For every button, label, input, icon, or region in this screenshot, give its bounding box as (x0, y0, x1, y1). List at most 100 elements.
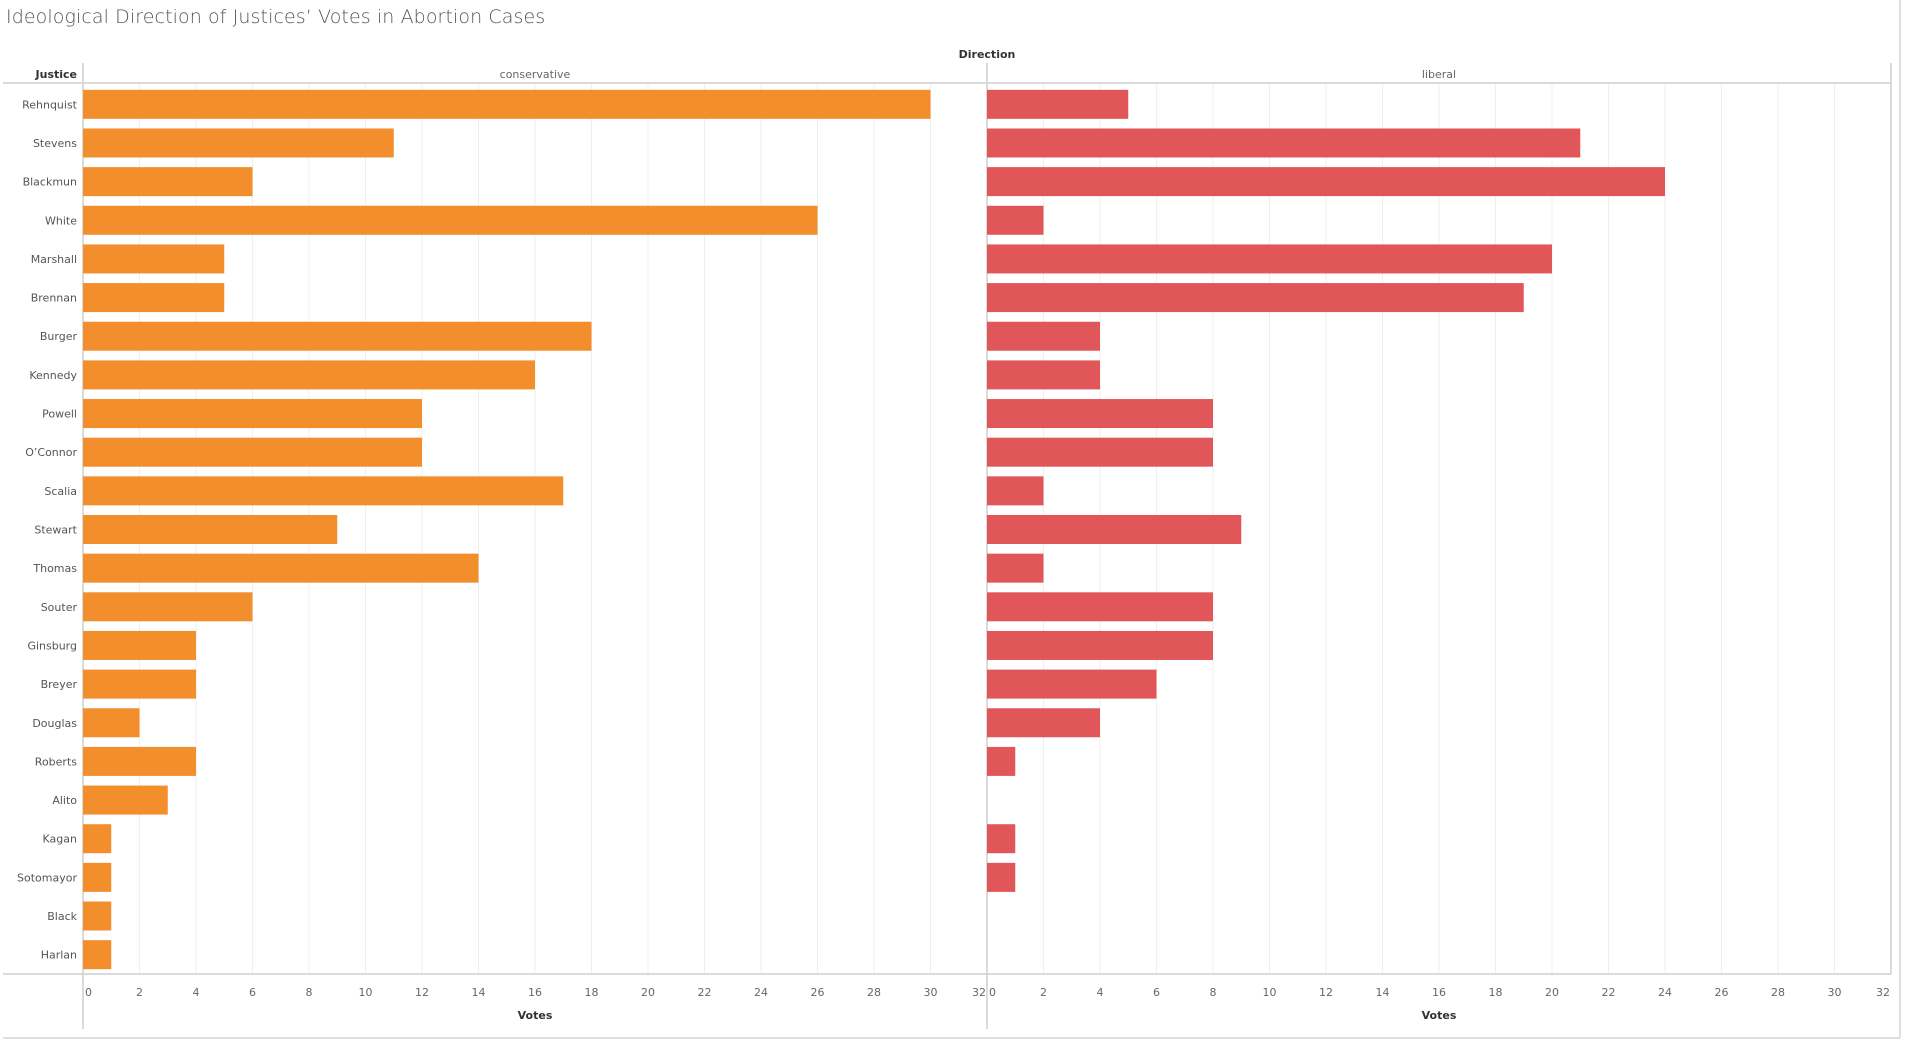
x-axis-title: Votes (1422, 1009, 1457, 1022)
x-tick-label: 2 (136, 986, 143, 999)
bar-liberal (987, 283, 1524, 313)
bar-liberal (987, 746, 1016, 776)
row-label: Stewart (34, 524, 77, 537)
bar-liberal (987, 708, 1100, 738)
bar-conservative (83, 940, 112, 970)
row-label: Rehnquist (22, 98, 78, 111)
x-tick-label: 8 (306, 986, 313, 999)
bar-conservative (83, 592, 253, 622)
bar-conservative (83, 708, 140, 738)
bar-conservative (83, 515, 338, 544)
x-tick-label: 32 (1876, 986, 1890, 999)
bar-conservative (83, 360, 535, 390)
bar-conservative (83, 128, 394, 158)
row-label: Thomas (32, 562, 77, 575)
x-tick-label: 0 (989, 986, 996, 999)
x-tick-label: 22 (1602, 986, 1616, 999)
bar-liberal (987, 437, 1213, 467)
bar-conservative (83, 205, 818, 235)
row-label: Harlan (41, 949, 77, 962)
bar-liberal (987, 89, 1129, 119)
x-tick-label: 28 (1771, 986, 1785, 999)
bar-liberal (987, 592, 1213, 622)
bar-conservative (83, 167, 253, 197)
bar-conservative (83, 321, 592, 351)
bar-conservative (83, 901, 112, 931)
x-tick-label: 18 (1489, 986, 1503, 999)
bar-conservative (83, 553, 479, 583)
x-tick-label: 20 (641, 986, 655, 999)
x-tick-label: 26 (811, 986, 825, 999)
row-label: Brennan (31, 292, 77, 305)
bar-liberal (987, 476, 1044, 506)
bar-conservative (83, 437, 422, 467)
bar-conservative (83, 283, 225, 313)
row-label: Kennedy (29, 369, 77, 382)
x-tick-label: 10 (1263, 986, 1277, 999)
row-label: Kagan (43, 833, 77, 846)
x-tick-label: 32 (972, 986, 986, 999)
bar-conservative (83, 244, 225, 274)
row-label: Stevens (33, 137, 77, 150)
x-tick-label: 14 (472, 986, 486, 999)
bar-conservative (83, 399, 422, 429)
bar-conservative (83, 669, 196, 699)
row-label: Ginsburg (27, 639, 77, 652)
bar-conservative (83, 785, 168, 815)
bar-conservative (83, 630, 196, 660)
column-header: Direction (959, 48, 1016, 61)
bar-liberal (987, 553, 1044, 583)
x-tick-label: 26 (1715, 986, 1729, 999)
x-tick-label: 16 (528, 986, 542, 999)
x-tick-label: 24 (754, 986, 768, 999)
x-tick-label: 0 (85, 986, 92, 999)
row-label: Burger (40, 330, 78, 343)
x-tick-label: 8 (1210, 986, 1217, 999)
bar-liberal (987, 669, 1157, 699)
x-tick-label: 12 (1319, 986, 1333, 999)
x-tick-label: 14 (1376, 986, 1390, 999)
pane-header-liberal: liberal (1422, 68, 1456, 81)
bar-liberal (987, 399, 1213, 429)
x-tick-label: 6 (1153, 986, 1160, 999)
bar-liberal (987, 167, 1665, 197)
x-tick-label: 20 (1545, 986, 1559, 999)
bar-liberal (987, 128, 1581, 158)
x-tick-label: 2 (1040, 986, 1047, 999)
row-label: White (45, 214, 77, 227)
row-label: Souter (41, 601, 78, 614)
chart-title: Ideological Direction of Justices’ Votes… (6, 6, 546, 28)
row-label: Douglas (32, 717, 77, 730)
bar-conservative (83, 89, 931, 119)
x-tick-label: 22 (698, 986, 712, 999)
row-label: Sotomayor (17, 871, 77, 884)
x-tick-label: 18 (585, 986, 599, 999)
row-label: Scalia (44, 485, 77, 498)
x-axis-title: Votes (518, 1009, 553, 1022)
row-label: Marshall (31, 253, 77, 266)
bar-conservative (83, 746, 196, 776)
bar-liberal (987, 630, 1213, 660)
x-tick-label: 10 (359, 986, 373, 999)
x-tick-label: 24 (1658, 986, 1672, 999)
bar-liberal (987, 824, 1016, 854)
bar-liberal (987, 360, 1100, 390)
x-tick-label: 6 (249, 986, 256, 999)
bar-conservative (83, 476, 564, 506)
bar-liberal (987, 321, 1100, 351)
bar-conservative (83, 862, 112, 892)
x-tick-label: 16 (1432, 986, 1446, 999)
pane-header-conservative: conservative (500, 68, 571, 81)
bar-conservative (83, 824, 112, 854)
row-label: O’Connor (25, 446, 77, 459)
x-tick-label: 30 (924, 986, 938, 999)
x-tick-label: 4 (193, 986, 200, 999)
row-label: Roberts (35, 755, 77, 768)
bar-liberal (987, 205, 1044, 235)
bar-liberal (987, 862, 1016, 892)
x-tick-label: 28 (867, 986, 881, 999)
bar-liberal (987, 515, 1242, 544)
bar-liberal (987, 244, 1552, 274)
row-label: Alito (52, 794, 77, 807)
x-tick-label: 12 (415, 986, 429, 999)
